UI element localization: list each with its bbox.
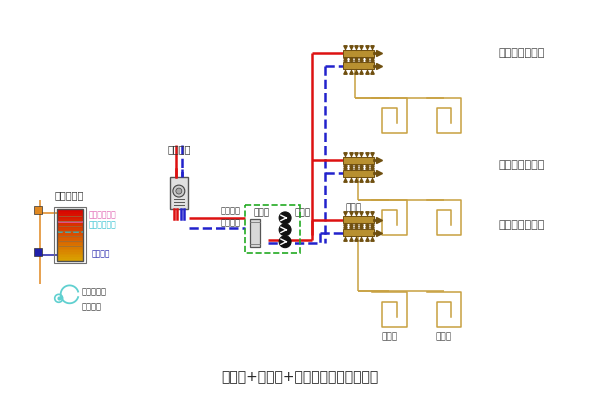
Bar [57,236,83,238]
Bar [57,209,83,211]
Bar [57,243,83,245]
Bar [57,250,83,252]
Bar [57,247,83,249]
Bar [57,211,83,213]
Bar [57,238,83,240]
Bar [57,240,83,242]
Text: 循环泵: 循环泵 [294,208,310,218]
Bar [57,216,83,218]
Bar [343,216,374,223]
Bar [57,212,83,214]
Text: 一层：地暖系统: 一层：地暖系统 [499,220,545,230]
Text: 单采暖炉: 单采暖炉 [167,144,191,154]
Bar [54,207,86,262]
Text: 采暖供水: 采暖供水 [221,206,241,215]
Bar [57,231,83,233]
Bar [57,221,83,223]
Text: 采暖回水: 采暖回水 [221,219,241,228]
Text: 自来水进: 自来水进 [91,249,110,258]
Bar [57,214,83,216]
Circle shape [279,212,291,224]
Text: 加热水箱供水: 加热水箱供水 [88,210,116,219]
Text: 三层：地暖系统: 三层：地暖系统 [499,48,545,58]
Text: 去耦罐: 去耦罐 [253,208,269,217]
Text: 分水器: 分水器 [346,203,362,212]
Text: 操作面板: 操作面板 [82,303,101,312]
Bar [57,233,83,235]
Bar [57,248,83,250]
Text: 地暖管: 地暖管 [382,332,397,341]
Bar [57,242,83,244]
Circle shape [176,188,182,194]
Bar [343,62,374,70]
Bar [57,219,83,221]
Bar [57,230,83,232]
Bar [245,205,300,253]
Bar [57,257,83,259]
Bar [57,224,83,226]
Bar [57,259,83,261]
Bar [34,248,42,256]
Circle shape [279,236,291,248]
Bar [57,245,83,247]
Text: 单备蓄水箱: 单备蓄水箱 [55,190,84,200]
Bar [57,256,83,258]
Bar [343,50,374,56]
Text: 加热水箱回水: 加热水箱回水 [88,221,116,230]
Bar [343,170,374,177]
Bar [57,235,83,237]
Text: 热水循环泵: 热水循环泵 [82,287,107,296]
Text: 壁挂炉+去耦罐+全屋地暖系统图（二）: 壁挂炉+去耦罐+全屋地暖系统图（二） [221,370,379,384]
Bar [250,219,260,247]
Text: 二层：地暖系统: 二层：地暖系统 [499,160,545,170]
Text: 地暖管: 地暖管 [436,332,452,341]
Bar [170,177,188,209]
Bar [57,209,83,260]
Bar [57,252,83,254]
Bar [57,254,83,256]
Bar [57,218,83,220]
Bar [343,157,374,164]
Bar [57,226,83,228]
Bar [343,229,374,236]
Circle shape [173,185,185,197]
Bar [34,206,42,214]
Circle shape [279,224,291,236]
Bar [57,223,83,225]
Bar [57,228,83,230]
